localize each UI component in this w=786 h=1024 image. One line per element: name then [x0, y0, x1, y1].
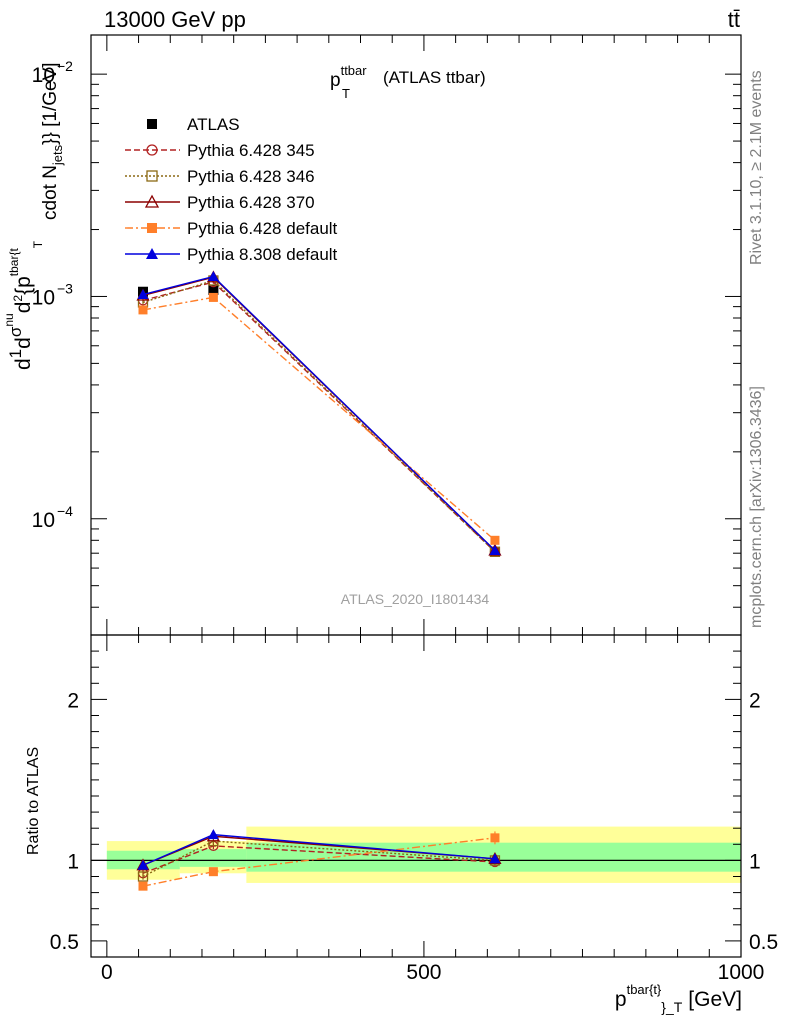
- ylabel-d: d: [12, 358, 35, 370]
- rivet-version-label: Rivet 3.1.10, ≥ 2.1M events: [748, 70, 765, 265]
- data-point: [138, 305, 148, 315]
- data-point: [490, 535, 500, 545]
- ratio-ticks: 0.5 0.5 1 1 2 2 0 500 1000: [50, 635, 778, 984]
- ratio-data-point: [137, 871, 149, 882]
- ratio-y-tick-label-left: 0.5: [50, 931, 79, 954]
- legend-label: Pythia 6.428 346: [187, 167, 315, 186]
- ylabel-sub-jets: jets: [50, 144, 65, 166]
- main-ylabel: d1dσnud2{ptbar{tT cdot Njets}} [1/GeV]: [2, 62, 65, 370]
- legend-marker: [146, 248, 158, 259]
- mcplots-label: mcplots.cern.ch [arXiv:1306.3436]: [748, 386, 765, 628]
- ratio-y-tick-label-right: 1: [749, 850, 761, 873]
- ylabel-sup-2: 2: [11, 295, 25, 302]
- y-tick-label: 10: [32, 509, 55, 532]
- legend-marker: [146, 170, 158, 182]
- series-line: [142, 296, 496, 541]
- header-right-label: tt̄: [728, 7, 740, 32]
- legend-label: ATLAS: [187, 115, 240, 134]
- data-point: [208, 284, 219, 295]
- y-tick-label: 10: [32, 64, 55, 87]
- ratio-panel-frame: [90, 634, 742, 958]
- x-tick-label: 0: [101, 961, 113, 984]
- uncertainty-band-inner: [179, 849, 247, 867]
- xaxis-label: ptbar{t} }_T [GeV]: [615, 982, 742, 1015]
- legend: ATLAS Pythia 6.428 345 Pythia 6.428 346 Pyt…: [125, 115, 338, 264]
- y-tick-exponent: −3: [57, 280, 73, 296]
- ratio-ylabel: Ratio to ATLAS: [25, 747, 42, 855]
- ratio-y-tick-label-left: 2: [67, 689, 79, 712]
- data-point: [137, 289, 149, 300]
- ratio-y-tick-label-right: 0.5: [749, 931, 778, 954]
- ratio-data-point: [208, 867, 218, 877]
- ratio-data-point: [207, 829, 219, 840]
- ylabel-sigma: σ: [6, 326, 25, 337]
- legend-label: Pythia 6.428 default: [187, 219, 338, 238]
- analysis-watermark: ATLAS_2020_I1801434: [341, 591, 490, 607]
- legend-marker: [144, 194, 160, 208]
- x-tick-label: 500: [406, 961, 441, 984]
- svg-text:d1dσnud2{ptbar{tT: d1dσnud2{ptbar{tT: [2, 240, 45, 370]
- y-tick-exponent: −2: [57, 58, 73, 74]
- xlabel-main: p: [615, 988, 627, 1011]
- main-panel: 10−410−310−2 pttbar T (ATLAS ttbar) ATLA…: [32, 34, 742, 636]
- ylabel-d2b: d: [12, 302, 35, 314]
- plot-title-rest: (ATLAS ttbar): [383, 68, 486, 87]
- legend-marker: [147, 223, 157, 233]
- ylabel-sup-nu: nu: [2, 313, 16, 326]
- series-line: [142, 279, 496, 553]
- y-tick-exponent: −4: [57, 503, 73, 519]
- plot-title-sup: ttbar: [341, 63, 368, 78]
- legend-marker: [146, 144, 158, 156]
- legend-label: Pythia 6.428 370: [187, 193, 315, 212]
- ylabel-sub-T: T: [31, 240, 45, 248]
- legend-marker: [147, 119, 157, 129]
- data-point: [208, 292, 218, 302]
- ylabel-num: 1: [6, 349, 25, 358]
- data-point: [489, 544, 501, 555]
- series-line: [142, 275, 496, 551]
- data-point: [207, 270, 219, 281]
- xlabel-sub: }_T: [661, 999, 682, 1015]
- ylabel-tail: cdot N: [40, 165, 61, 220]
- ratio-data-point: [489, 853, 501, 864]
- xlabel-unit: [GeV]: [688, 988, 742, 1011]
- series-line: [142, 281, 496, 553]
- plot-title-main: p: [330, 70, 341, 91]
- ratio-y-tick-label-left: 1: [67, 850, 79, 873]
- xlabel-sup: tbar{t}: [627, 982, 662, 997]
- ylabel-d2: d: [12, 337, 35, 349]
- series-line: [142, 276, 496, 551]
- ratio-series: [136, 829, 502, 891]
- ratio-panel: 0.5 0.5 1 1 2 2 0 500 1000: [50, 634, 778, 984]
- main-ticks: 10−410−310−2: [32, 35, 742, 636]
- legend-label: Pythia 8.308 default: [187, 245, 338, 264]
- svg-text:cdot Njets}} [1/GeV]: cdot Njets}} [1/GeV]: [40, 62, 65, 220]
- ylabel-sup-tbar: tbar{t: [7, 248, 21, 277]
- plot-title-sub: T: [342, 86, 350, 101]
- x-tick-label: 1000: [718, 961, 765, 984]
- ratio-data-point: [138, 881, 148, 891]
- header-left-label: 13000 GeV pp: [104, 7, 246, 32]
- legend-label: Pythia 6.428 345: [187, 141, 315, 160]
- ratio-data-point: [490, 833, 500, 843]
- main-series: [136, 270, 502, 557]
- plot-title: pttbar: [330, 63, 367, 91]
- y-tick-label: 10: [32, 286, 55, 309]
- ratio-y-tick-label-right: 2: [749, 689, 761, 712]
- ylabel-end: }} [1/GeV]: [40, 62, 61, 144]
- ratio-data-point: [137, 859, 149, 870]
- ylabel-brace: {p: [12, 276, 35, 295]
